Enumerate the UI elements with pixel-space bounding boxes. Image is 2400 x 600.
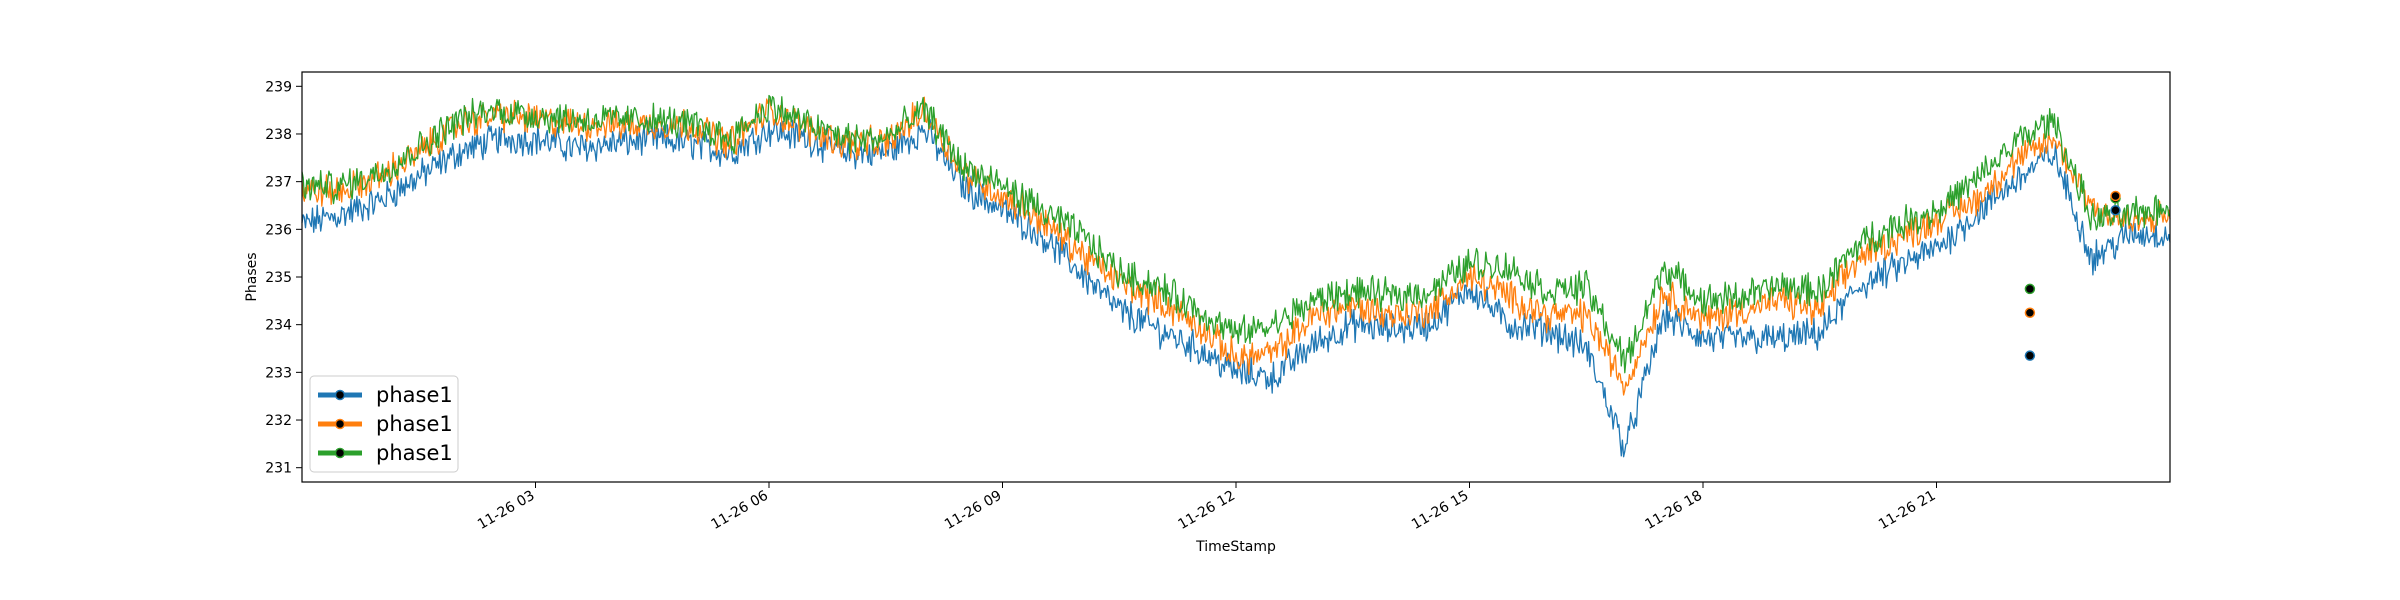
x-tick-label-9: 11-26 09 [942, 488, 1005, 533]
data-marker-5 [2110, 190, 2121, 202]
y-tick-label-236: 236 [265, 222, 292, 238]
x-tick-label-3: 11-26 03 [475, 488, 538, 533]
y-tick-label-233: 233 [265, 365, 292, 381]
x-tick-label-6: 11-26 06 [708, 488, 771, 533]
series-line-1 [301, 118, 2171, 458]
x-axis: 11-26 03 11-26 06 11-26 09 11-26 12 11-26 15… [475, 482, 1939, 533]
legend-marker-2 [334, 418, 346, 430]
data-marker-1 [2024, 283, 2036, 295]
y-tick-label-235: 235 [265, 270, 292, 286]
y-tick-label-232: 232 [265, 413, 292, 429]
x-tick-label-18: 11-26 18 [1642, 488, 1705, 533]
y-axis-label: Phases [244, 252, 260, 301]
x-tick-label-21: 11-26 21 [1876, 488, 1939, 533]
series-line-3 [301, 94, 2171, 374]
y-tick-label-237: 237 [265, 175, 292, 191]
legend-label-3: phase1 [376, 441, 453, 465]
data-marker-2 [2024, 307, 2036, 319]
legend-label-1: phase1 [376, 383, 453, 407]
legend-box [309, 375, 459, 473]
legend: phase1 phase1 phase1 [309, 375, 459, 473]
data-marker-3 [2024, 350, 2036, 361]
legend-label-2: phase1 [376, 412, 453, 436]
y-axis: 231 232 233 234 235 236 237 238 239 [265, 79, 302, 477]
x-tick-label-15: 11-26 15 [1409, 488, 1472, 533]
y-tick-label-239: 239 [265, 79, 292, 95]
data-marker-6 [2110, 205, 2121, 216]
legend-marker-3 [334, 447, 346, 459]
legend-marker-1 [334, 389, 346, 401]
y-tick-label-234: 234 [265, 318, 292, 334]
y-tick-label-238: 238 [265, 127, 292, 143]
marker-layer [2024, 190, 2121, 361]
series-layer [301, 94, 2171, 458]
plot-frame [301, 71, 2171, 483]
series-line-2 [301, 96, 2171, 396]
y-tick-label-231: 231 [265, 461, 292, 477]
x-axis-label: TimeStamp [1195, 539, 1276, 555]
x-tick-label-12: 11-26 12 [1175, 488, 1238, 533]
